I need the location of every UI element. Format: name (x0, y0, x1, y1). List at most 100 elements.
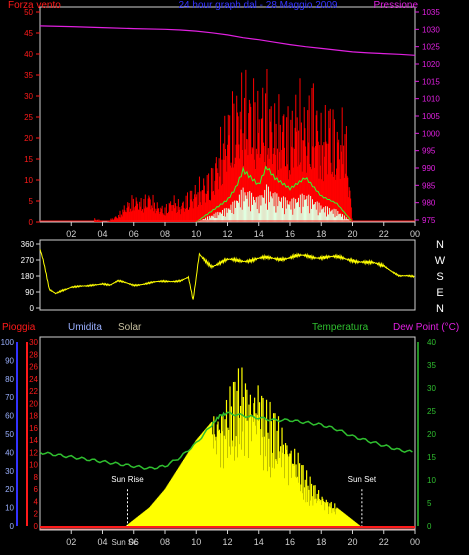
rain-axis-tick-label: 24 (29, 375, 38, 384)
rain-axis-tick-label: 8 (34, 473, 39, 482)
wind-average-line (195, 165, 353, 223)
rain-axis-tick-label: 6 (34, 485, 39, 494)
wind-axis-tick-label: 20 (24, 134, 33, 143)
humidity-axis-tick-label: 70 (5, 393, 14, 402)
wind-axis-tick-label: 45 (24, 29, 33, 38)
solar-x-tick-label: 12 (222, 537, 232, 547)
wind-direction-line (39, 249, 415, 300)
solar-x-tick-label: 14 (254, 537, 264, 547)
humidity-axis-tick-label: 30 (5, 467, 14, 476)
solar-x-tick-label: 20 (347, 537, 357, 547)
pressure-axis-tick-label: 985 (422, 181, 436, 190)
solar-x-tick-label: 04 (97, 537, 107, 547)
rain-axis-tick-label: 18 (29, 412, 38, 421)
compass-label: S (436, 271, 443, 283)
wind-axis-tick-label: 25 (24, 113, 33, 122)
temperature-axis-tick-label: 20 (427, 430, 436, 439)
humidity-axis-tick-label: 80 (5, 375, 14, 384)
direction-axis-tick-label: 180 (21, 272, 35, 281)
pressure-axis-tick-label: 1010 (422, 95, 440, 104)
wind-axis-tick-label: 0 (29, 218, 34, 227)
wind-axis-tick-label: 40 (24, 50, 33, 59)
solar-x-tick-label: 08 (160, 537, 170, 547)
compass-label: N (436, 239, 444, 251)
rain-axis-tick-label: 14 (29, 436, 38, 445)
wind-x-tick-label: 14 (254, 229, 264, 239)
wind-x-tick-label: 04 (97, 229, 107, 239)
compass-label: E (436, 287, 443, 299)
wind-x-tick-label: 16 (285, 229, 295, 239)
pressure-line (39, 25, 416, 56)
pressure-axis-tick-label: 1025 (422, 43, 440, 52)
rain-axis-tick-label: 0 (34, 522, 39, 531)
solar-x-tick-label: 00 (410, 537, 420, 547)
wind-x-tick-label: 10 (191, 229, 201, 239)
wind-x-tick-label: 08 (160, 229, 170, 239)
temperature-axis-tick-label: 0 (427, 522, 432, 531)
direction-axis-tick-label: 0 (30, 304, 35, 313)
wind-x-tick-label: 06 (129, 229, 139, 239)
solar-x-tick-label: 10 (191, 537, 201, 547)
sun-time-label: Sun Sc (111, 538, 137, 547)
temperature-axis-tick-label: 15 (427, 453, 436, 462)
direction-axis-tick-label: 270 (21, 256, 35, 265)
wind-axis-title: Forza vento (8, 0, 61, 11)
solar-x-tick-label: 22 (379, 537, 389, 547)
humidity-axis-tick-label: 10 (5, 504, 14, 513)
pressure-axis-title: Pressione (374, 0, 419, 11)
rain-axis-tick-label: 26 (29, 363, 38, 372)
temperature-axis-tick-label: 40 (427, 338, 436, 347)
wind-axis-tick-label: 30 (24, 92, 33, 101)
solar-series (126, 367, 361, 526)
pressure-axis-tick-label: 1030 (422, 25, 440, 34)
solar-panel-label: Dew Point (°C) (393, 322, 459, 333)
wind-axis-tick-label: 35 (24, 71, 33, 80)
temperature-line (39, 411, 413, 470)
temperature-axis-tick-label: 30 (427, 384, 436, 393)
humidity-axis-tick-label: 50 (5, 430, 14, 439)
temperature-axis-tick-label: 10 (427, 476, 436, 485)
wind-x-tick-label: 18 (316, 229, 326, 239)
pressure-axis-tick-label: 995 (422, 147, 436, 156)
wind-axis-tick-label: 10 (24, 176, 33, 185)
wind-x-tick-label: 00 (410, 229, 420, 239)
solar-panel-label: Temperatura (312, 322, 369, 333)
wind-chart-title: 24 hour graph dal - 28 Maggio 2009 (178, 0, 337, 11)
sunset-label: Sun Set (348, 475, 377, 484)
temperature-axis-tick-label: 35 (427, 361, 436, 370)
pressure-axis-tick-label: 1005 (422, 112, 440, 121)
solar-x-tick-label: 02 (66, 537, 76, 547)
solar-x-tick-label: 16 (285, 537, 295, 547)
rain-axis-tick-label: 2 (34, 510, 39, 519)
pressure-axis-tick-label: 1000 (422, 129, 440, 138)
humidity-axis-tick-label: 60 (5, 412, 14, 421)
wind-axis-tick-label: 15 (24, 155, 33, 164)
humidity-axis-tick-label: 20 (5, 485, 14, 494)
solar-panel-label: Umidita (68, 322, 102, 333)
pressure-axis-tick-label: 975 (422, 216, 436, 225)
solar-panel-label: Pioggia (2, 322, 36, 333)
compass-label: W (435, 255, 446, 267)
solar-x-tick-label: 06 (129, 537, 139, 547)
direction-axis-tick-label: 360 (21, 240, 35, 249)
rain-axis-tick-label: 10 (29, 461, 38, 470)
wind-axis-tick-label: 50 (24, 8, 33, 17)
rain-axis-tick-label: 16 (29, 424, 38, 433)
wind-gust-series (94, 68, 353, 222)
humidity-axis-tick-label: 0 (10, 522, 15, 531)
wind-x-tick-label: 22 (379, 229, 389, 239)
temperature-axis-tick-label: 5 (427, 499, 432, 508)
rain-axis-tick-label: 12 (29, 448, 38, 457)
solar-panel-label: Solar (118, 322, 142, 333)
wind-x-tick-label: 12 (222, 229, 232, 239)
wind-axis-tick-label: 5 (29, 197, 34, 206)
rain-axis-tick-label: 30 (29, 338, 38, 347)
humidity-axis-tick-label: 40 (5, 448, 14, 457)
rain-axis-tick-label: 28 (29, 350, 38, 359)
wind-x-tick-label: 02 (66, 229, 76, 239)
rain-axis-tick-label: 22 (29, 387, 38, 396)
pressure-axis-tick-label: 1015 (422, 77, 440, 86)
humidity-axis-tick-label: 90 (5, 356, 14, 365)
rain-axis-tick-label: 20 (29, 399, 38, 408)
